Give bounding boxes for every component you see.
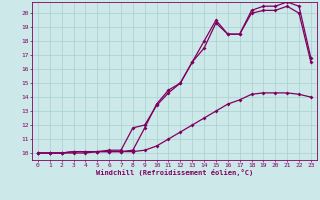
X-axis label: Windchill (Refroidissement éolien,°C): Windchill (Refroidissement éolien,°C)	[96, 169, 253, 176]
